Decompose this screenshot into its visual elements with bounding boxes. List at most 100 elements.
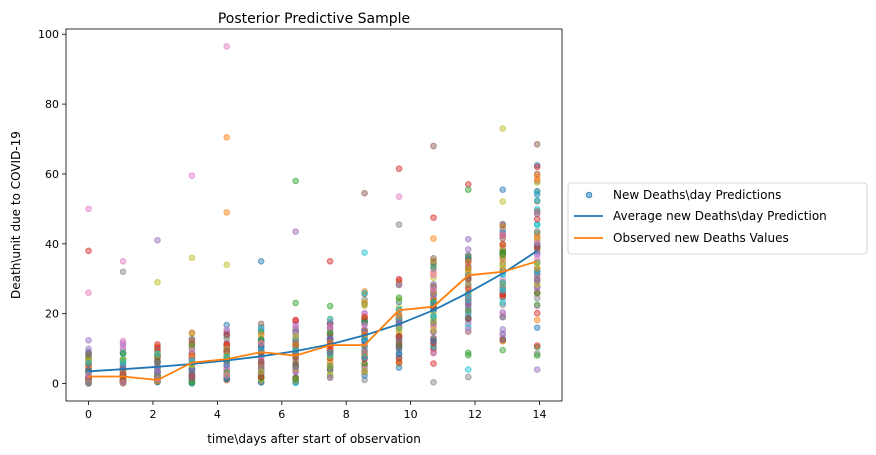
prediction-point [533, 316, 541, 324]
prediction-point [85, 359, 92, 367]
y-axis-label: Death\unit due to COVID-19 [9, 131, 23, 299]
prediction-point [499, 223, 507, 230]
prediction-point [361, 189, 368, 197]
prediction-point [430, 312, 437, 320]
prediction-point [430, 327, 437, 334]
legend: New Deaths\day Predictions Average new D… [567, 182, 868, 255]
prediction-point [292, 377, 299, 385]
prediction-point [533, 366, 541, 373]
prediction-point [499, 241, 507, 248]
prediction-point [292, 316, 299, 324]
prediction-point [119, 358, 127, 366]
y-tick-label: 20 [45, 308, 59, 321]
prediction-point [223, 371, 231, 379]
prediction-point [188, 335, 196, 343]
prediction-point [499, 326, 507, 333]
prediction-point [119, 349, 127, 357]
prediction-point [326, 374, 334, 381]
prediction-point [119, 379, 127, 387]
prediction-point [430, 280, 437, 288]
prediction-point [499, 309, 507, 316]
prediction-point [154, 350, 161, 357]
x-axis-ticks: 0 2 4 6 8 10 12 14 [85, 401, 546, 421]
prediction-point [464, 281, 472, 289]
prediction-point [223, 261, 231, 269]
prediction-point [85, 351, 92, 358]
prediction-point [533, 205, 541, 213]
prediction-point [188, 254, 196, 262]
prediction-point [499, 231, 507, 239]
prediction-point [533, 244, 541, 252]
prediction-point [361, 355, 368, 363]
prediction-point [257, 368, 265, 376]
prediction-point [188, 340, 196, 347]
prediction-point [326, 328, 334, 336]
prediction-point [85, 345, 92, 353]
prediction-point [430, 285, 437, 293]
x-tick-label: 0 [85, 408, 92, 421]
prediction-point [257, 339, 265, 347]
prediction-point [499, 287, 507, 294]
legend-label-average: Average new Deaths\day Prediction [613, 209, 827, 223]
prediction-point [499, 301, 507, 308]
prediction-point [188, 172, 196, 180]
x-tick-label: 14 [532, 408, 546, 421]
prediction-point [533, 239, 541, 246]
observed-deaths-line [88, 260, 538, 381]
prediction-point [464, 235, 472, 243]
prediction-point [119, 337, 127, 345]
prediction-point [464, 351, 472, 359]
prediction-point [464, 246, 472, 253]
prediction-point [119, 339, 127, 347]
prediction-point [361, 354, 368, 361]
prediction-point [464, 256, 472, 263]
prediction-point [533, 277, 541, 285]
y-tick-label: 60 [45, 168, 59, 181]
prediction-point [223, 335, 231, 342]
prediction-point [395, 338, 403, 346]
x-tick-label: 6 [278, 408, 285, 421]
prediction-point [119, 268, 127, 276]
prediction-point [223, 362, 231, 369]
prediction-point [533, 228, 541, 235]
prediction-point [154, 359, 161, 367]
prediction-point [326, 257, 334, 265]
prediction-point [361, 367, 368, 375]
prediction-point [154, 369, 161, 377]
prediction-point [464, 253, 472, 261]
average-prediction-line [88, 250, 538, 373]
prediction-point [533, 352, 541, 359]
prediction-point [395, 221, 403, 228]
legend-marker-predictions [585, 191, 593, 199]
prediction-point [464, 258, 472, 266]
prediction-point [361, 313, 368, 321]
prediction-point [361, 289, 368, 297]
prediction-point [395, 281, 403, 289]
y-tick-label: 80 [45, 98, 59, 111]
prediction-point [292, 360, 299, 367]
prediction-point [430, 271, 437, 279]
prediction-point [533, 197, 541, 204]
prediction-point [430, 360, 437, 367]
legend-label-predictions: New Deaths\day Predictions [613, 188, 781, 202]
prediction-point [533, 280, 541, 288]
prediction-point [395, 355, 403, 363]
prediction-point [326, 302, 334, 310]
prediction-point [395, 350, 403, 358]
prediction-point [533, 188, 541, 195]
prediction-point [85, 336, 92, 344]
prediction-point [533, 289, 541, 297]
prediction-point [430, 319, 437, 327]
prediction-point [464, 265, 472, 273]
prediction-point [85, 289, 92, 297]
x-tick-label: 4 [214, 408, 221, 421]
prediction-point [326, 363, 334, 370]
prediction-point [430, 254, 437, 262]
prediction-point [395, 193, 403, 200]
prediction-point [257, 257, 265, 265]
prediction-point [223, 321, 231, 329]
prediction-point [533, 179, 541, 186]
prediction-point [395, 364, 403, 371]
prediction-point [533, 140, 541, 148]
prediction-point [430, 214, 437, 221]
